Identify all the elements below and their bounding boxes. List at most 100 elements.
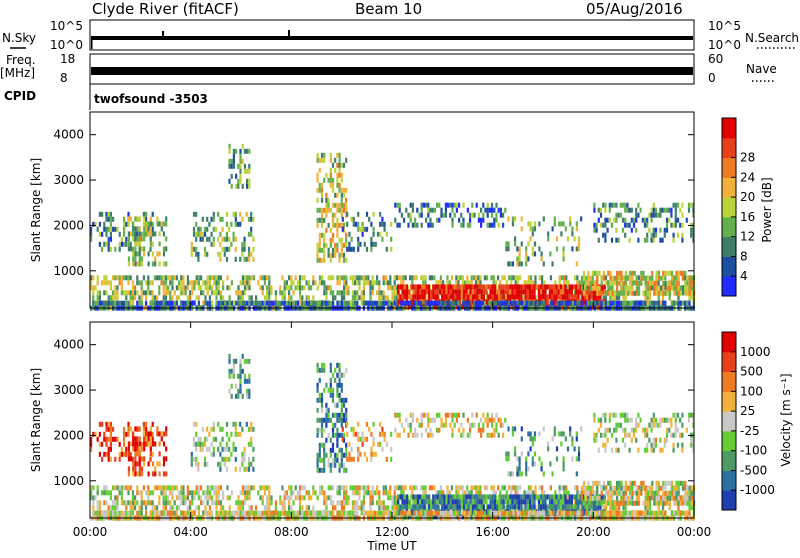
range-gate-cell [339, 168, 341, 173]
range-gate-cell [154, 231, 156, 236]
range-gate-cell [180, 275, 182, 280]
range-gate-cell [209, 285, 211, 290]
range-gate-cell [525, 289, 527, 294]
range-gate-cell [536, 284, 538, 289]
range-gate-cell [431, 485, 433, 490]
range-gate-cell [553, 499, 555, 504]
range-gate-cell [499, 301, 501, 306]
range-gate-cell [560, 289, 562, 294]
range-gate-cell [262, 290, 264, 295]
range-gate-cell [158, 495, 160, 500]
range-gate-cell [229, 295, 231, 300]
range-gate-cell [229, 301, 231, 306]
range-gate-cell [343, 163, 345, 168]
range-gate-cell [618, 238, 620, 243]
range-gate-cell [330, 208, 332, 213]
range-gate-cell [613, 203, 615, 208]
range-gate-cell [686, 280, 688, 285]
range-gate-cell [286, 285, 288, 290]
range-gate-cell [529, 499, 531, 504]
range-gate-cell [421, 494, 423, 499]
range-gate-cell [554, 221, 556, 226]
range-gate-cell [385, 505, 387, 510]
range-gate-cell [244, 169, 246, 174]
range-gate-cell [167, 290, 169, 295]
range-gate-cell [182, 301, 184, 306]
range-gate-cell [119, 452, 121, 457]
range-gate-cell [607, 501, 609, 506]
range-gate-cell [511, 499, 513, 504]
range-gate-cell [421, 203, 423, 208]
range-gate-cell [598, 496, 600, 501]
range-gate-cell [533, 289, 535, 294]
range-gate-cell [130, 441, 132, 446]
range-gate-cell [585, 496, 587, 501]
range-gate-cell [589, 301, 591, 306]
range-gate-cell [616, 505, 618, 510]
range-gate-cell [521, 301, 523, 306]
range-gate-cell [137, 451, 139, 456]
range-gate-cell [134, 231, 136, 236]
range-gate-cell [325, 203, 327, 208]
range-gate-cell [512, 261, 514, 266]
range-gate-cell [233, 212, 235, 217]
range-gate-cell [376, 485, 378, 490]
range-gate-cell [206, 437, 208, 442]
range-gate-cell [477, 275, 479, 280]
range-gate-cell [472, 504, 474, 509]
range-gate-cell [145, 427, 147, 432]
colorbar-swatch [722, 276, 736, 296]
range-gate-cell [352, 505, 354, 510]
range-gate-cell [387, 280, 389, 285]
range-gate-cell [143, 441, 145, 446]
range-gate-cell [594, 286, 596, 291]
range-gate-cell [629, 290, 631, 295]
range-gate-cell [596, 228, 598, 233]
range-gate-cell [330, 168, 332, 173]
range-gate-cell [134, 495, 136, 500]
range-gate-cell [544, 284, 546, 289]
range-gate-cell [163, 485, 165, 490]
range-gate-cell [248, 232, 250, 237]
range-gate-cell [130, 510, 132, 515]
range-gate-cell [97, 500, 99, 505]
range-gate-cell [664, 501, 666, 506]
range-gate-cell [454, 213, 456, 218]
range-gate-cell [600, 223, 602, 228]
range-gate-cell [673, 486, 675, 491]
range-gate-cell [385, 275, 387, 280]
range-gate-cell [139, 436, 141, 441]
range-gate-cell [571, 231, 573, 236]
range-gate-cell [312, 485, 314, 490]
range-gate-cell [108, 437, 110, 442]
range-gate-cell [560, 231, 562, 236]
range-gate-cell [92, 485, 94, 490]
range-gate-cell [246, 179, 248, 184]
range-gate-cell [380, 295, 382, 300]
range-gate-cell [472, 494, 474, 499]
range-gate-cell [241, 242, 243, 247]
range-gate-cell [119, 247, 121, 252]
range-gate-cell [528, 275, 530, 280]
range-gate-cell [583, 291, 585, 296]
range-gate-cell [394, 505, 396, 510]
range-gate-cell [378, 500, 380, 505]
range-gate-cell [196, 275, 198, 280]
range-gate-cell [649, 281, 651, 286]
range-gate-cell [328, 203, 330, 208]
range-gate-cell [145, 280, 147, 285]
range-gate-cell [653, 286, 655, 291]
range-gate-cell [136, 280, 138, 285]
range-gate-cell [215, 495, 217, 500]
range-gate-cell [442, 301, 444, 306]
range-gate-cell [244, 285, 246, 290]
range-gate-cell [457, 301, 459, 306]
range-gate-cell [121, 242, 123, 247]
range-gate-cell [105, 290, 107, 295]
range-gate-cell [454, 499, 456, 504]
range-gate-cell [325, 193, 327, 198]
range-gate-cell [319, 168, 321, 173]
range-gate-cell [328, 198, 330, 203]
range-gate-cell [662, 491, 664, 496]
range-gate-cell [147, 495, 149, 500]
